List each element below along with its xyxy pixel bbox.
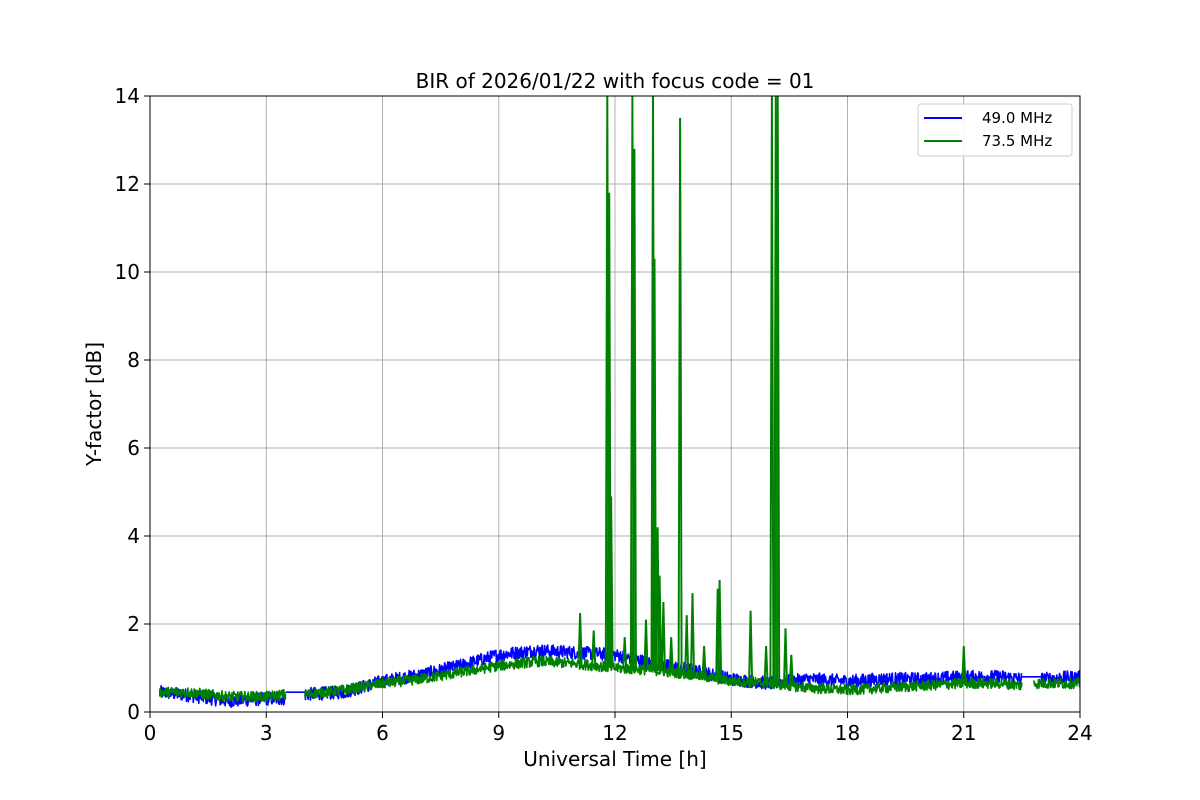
series-spike: [591, 630, 597, 666]
y-tick-label: 0: [127, 700, 140, 724]
y-tick-label: 10: [115, 260, 140, 284]
x-tick-label: 24: [1067, 721, 1092, 745]
series-spike: [717, 579, 723, 680]
series-spike: [748, 610, 754, 683]
series-spike: [622, 637, 628, 669]
series-spike: [652, 258, 657, 671]
x-tick-label: 0: [144, 721, 157, 745]
series-spike: [577, 612, 583, 665]
y-tick-label: 2: [127, 612, 140, 636]
series-spike: [677, 117, 683, 674]
series-spike: [657, 575, 663, 671]
x-tick-label: 9: [492, 721, 505, 745]
series-spike: [701, 645, 707, 677]
x-tick-label: 12: [602, 721, 627, 745]
chart-title: BIR of 2026/01/22 with focus code = 01: [416, 69, 815, 93]
legend-label-49mhz: 49.0 MHz: [982, 109, 1052, 127]
x-tick-label: 3: [260, 721, 273, 745]
series-spike: [690, 593, 695, 675]
y-axis-label: Y-factor [dB]: [82, 342, 106, 467]
legend: 49.0 MHz 73.5 MHz: [917, 103, 1073, 157]
x-tick-label: 15: [719, 721, 744, 745]
series-line-segment: [304, 655, 1023, 700]
series-spike: [643, 619, 649, 670]
series-spike: [684, 615, 690, 674]
y-tick-label: 6: [127, 436, 140, 460]
series-spike: [668, 637, 674, 673]
x-axis-label: Universal Time [h]: [523, 747, 706, 771]
series-line-segment: [158, 686, 287, 703]
y-tick-label: 8: [127, 348, 140, 372]
series-spike: [631, 148, 637, 670]
series-spike: [961, 645, 967, 684]
series-line-segment: [1032, 677, 1080, 690]
series-spike: [608, 496, 614, 668]
x-tick-label: 18: [835, 721, 860, 745]
series-1: [158, 96, 1080, 703]
y-tick-label: 14: [115, 84, 140, 108]
y-tick-label: 12: [115, 172, 140, 196]
legend-label-73mhz: 73.5 MHz: [982, 132, 1052, 150]
series-spike: [775, 96, 781, 685]
x-tick-label: 21: [951, 721, 976, 745]
grid: [149, 95, 1081, 713]
series-spike: [660, 601, 666, 672]
series-spike: [763, 645, 769, 684]
x-tick-label: 6: [376, 721, 389, 745]
series-spike: [769, 96, 775, 684]
series-spike: [783, 628, 788, 686]
series-0: [158, 644, 1080, 709]
plot-area: [158, 96, 1080, 709]
series-spike: [788, 654, 794, 686]
y-tick-label: 4: [127, 524, 140, 548]
